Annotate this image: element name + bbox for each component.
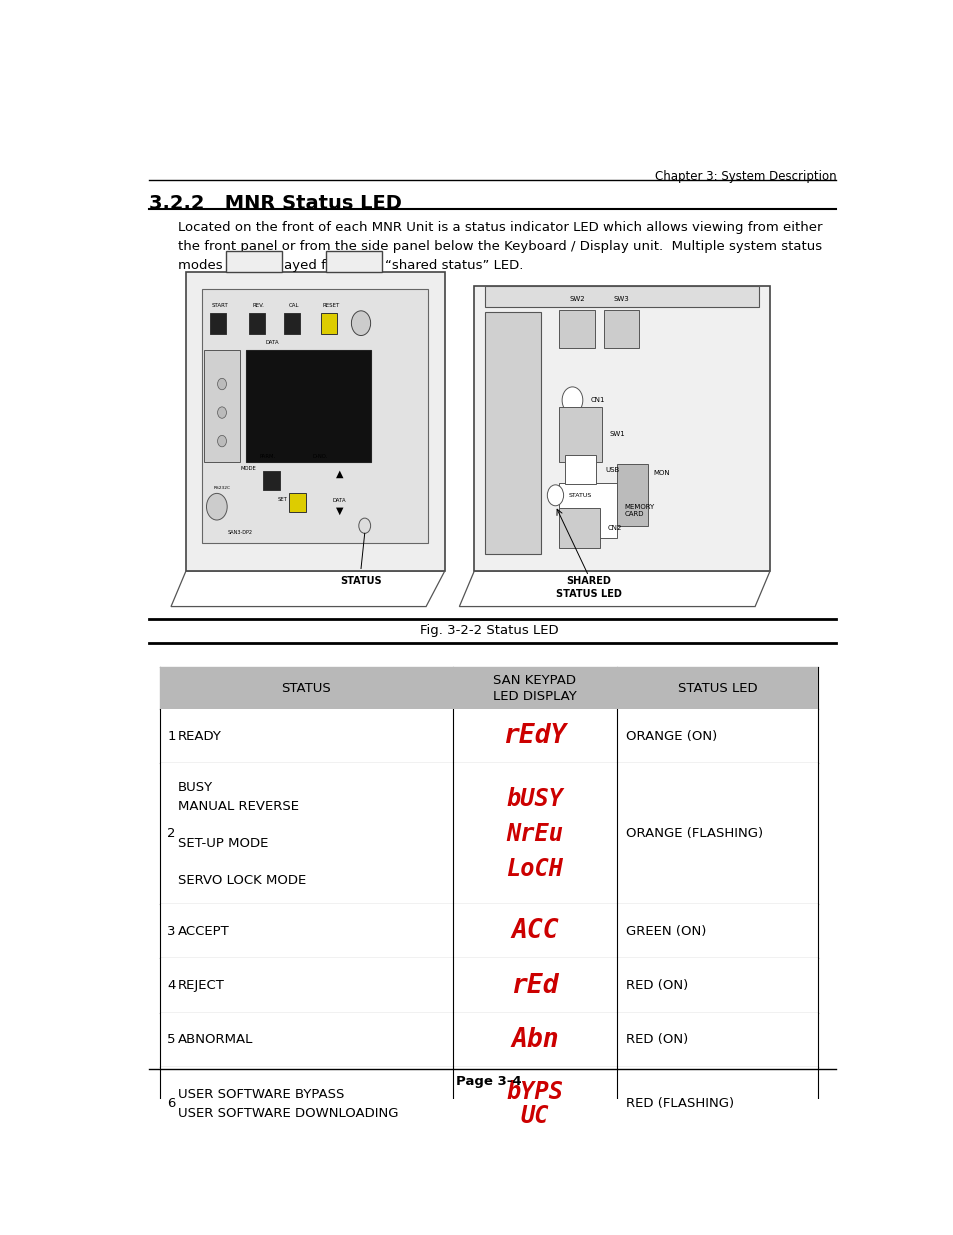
Bar [263,471,279,489]
Text: bUSY: bUSY [506,787,563,810]
Text: STATUS LED: STATUS LED [677,682,757,695]
Text: MEMORY
CARD: MEMORY CARD [623,504,654,517]
Bar [603,310,639,348]
Text: Chapter 3: System Description: Chapter 3: System Description [654,170,836,183]
Text: START: START [212,303,228,308]
Bar [160,1067,817,1141]
Text: SAN3-DP2: SAN3-DP2 [228,530,253,535]
Text: RS232C: RS232C [213,485,231,490]
Circle shape [206,494,227,520]
Text: 3.2.2   MNR Status LED: 3.2.2 MNR Status LED [149,194,401,212]
Text: CAL: CAL [288,303,298,308]
Text: SW2: SW2 [569,296,584,303]
Text: RED (ON): RED (ON) [625,979,688,992]
Text: rEdY: rEdY [503,724,566,750]
Text: GREEN (ON): GREEN (ON) [625,925,706,937]
Text: ORANGE (ON): ORANGE (ON) [625,730,717,743]
Text: MON: MON [653,471,670,477]
Text: STATUS: STATUS [340,576,381,587]
Circle shape [217,436,226,447]
Text: ACCEPT: ACCEPT [177,925,229,937]
Text: 1: 1 [167,730,175,743]
Text: REV.: REV. [252,303,264,308]
Text: SW1: SW1 [609,431,624,437]
Text: SW3: SW3 [613,296,628,303]
Bar [558,483,617,538]
Bar [160,709,817,763]
Text: Page 3-4: Page 3-4 [456,1076,521,1088]
Text: SHARED
STATUS LED: SHARED STATUS LED [556,576,621,599]
Text: REJECT: REJECT [177,979,224,992]
Text: RED (FLASHING): RED (FLASHING) [625,1098,734,1110]
Bar [485,287,758,308]
Bar [558,310,594,348]
Bar [160,958,817,1013]
Bar [284,312,300,333]
Bar [564,456,596,484]
Bar [289,494,305,513]
Text: BUSY
MANUAL REVERSE

SET-UP MODE

SERVO LOCK MODE: BUSY MANUAL REVERSE SET-UP MODE SERVO LO… [177,781,306,887]
Text: PARM.: PARM. [259,454,275,459]
Text: CN2: CN2 [606,525,621,531]
Text: D-NO.: D-NO. [313,454,328,459]
Bar [210,312,226,333]
Text: DATA: DATA [333,498,346,503]
Bar [321,312,337,333]
Bar [186,272,444,572]
Bar [160,904,817,958]
Circle shape [217,406,226,419]
Text: LoCH: LoCH [506,857,563,881]
Text: READY: READY [177,730,221,743]
Bar [160,1013,817,1067]
Text: Abn: Abn [511,1026,558,1052]
Bar [202,289,428,543]
Text: SET: SET [277,498,287,503]
Text: 6: 6 [167,1098,175,1110]
Bar [326,251,381,272]
Text: RED (ON): RED (ON) [625,1034,688,1046]
Bar [246,350,370,462]
Bar [226,251,281,272]
Circle shape [358,519,370,534]
Bar [474,287,769,572]
Text: USER SOFTWARE BYPASS
USER SOFTWARE DOWNLOADING: USER SOFTWARE BYPASS USER SOFTWARE DOWNL… [177,1088,397,1120]
Text: NrEu: NrEu [506,821,563,846]
Text: ▲: ▲ [335,468,343,478]
Bar [204,350,239,462]
Text: 5: 5 [167,1034,175,1046]
Text: STATUS: STATUS [568,493,592,498]
Text: bYPS: bYPS [506,1079,563,1104]
Text: 4: 4 [167,979,175,992]
Text: RESET: RESET [322,303,339,308]
Text: 3: 3 [167,925,175,937]
Bar [485,311,540,555]
Text: UC: UC [520,1104,549,1129]
Circle shape [217,378,226,390]
Text: STATUS: STATUS [281,682,331,695]
Bar [558,508,599,547]
Text: ORANGE (FLASHING): ORANGE (FLASHING) [625,827,762,840]
Bar [160,667,817,709]
Text: 2: 2 [167,827,175,840]
Text: Located on the front of each MNR Unit is a status indicator LED which allows vie: Located on the front of each MNR Unit is… [178,221,822,273]
Text: CN1: CN1 [590,398,604,403]
Text: ABNORMAL: ABNORMAL [177,1034,253,1046]
Bar [160,763,817,904]
Text: USB: USB [604,467,618,473]
Text: DATA: DATA [265,341,279,346]
Bar [249,312,265,333]
Bar [617,464,647,526]
Circle shape [547,485,563,506]
Bar [558,406,601,462]
Circle shape [561,387,582,414]
Text: SAN KEYPAD
LED DISPLAY: SAN KEYPAD LED DISPLAY [493,674,577,703]
Text: MODE: MODE [240,466,256,471]
Text: rEd: rEd [511,972,558,999]
Circle shape [351,311,370,336]
Text: Fig. 3-2-2 Status LED: Fig. 3-2-2 Status LED [419,624,558,637]
Text: ACC: ACC [511,919,558,945]
Text: ▼: ▼ [335,505,343,515]
